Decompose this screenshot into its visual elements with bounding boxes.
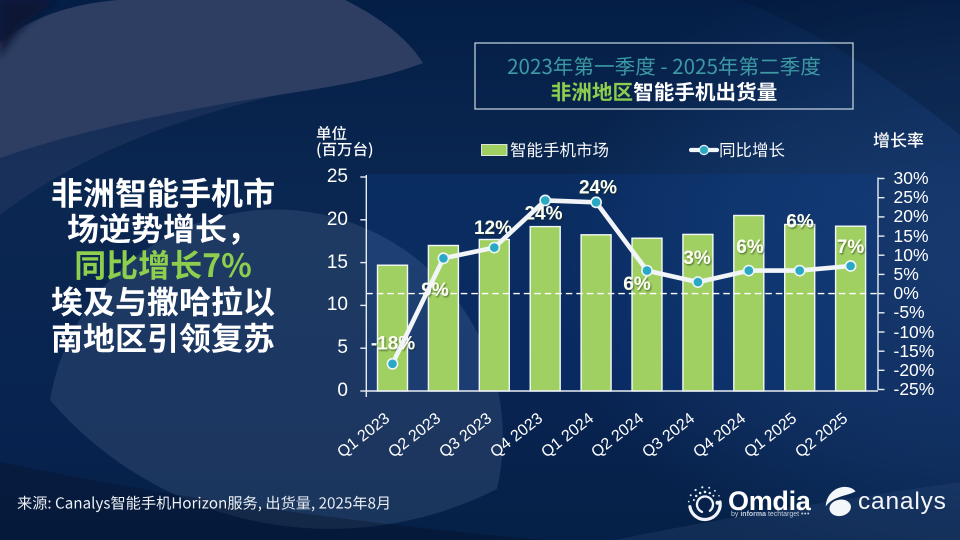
svg-text:-18%: -18% [371,333,415,354]
svg-text:6%: 6% [786,211,814,232]
svg-text:6%: 6% [736,237,764,258]
svg-text:12%: 12% [474,218,512,239]
svg-text:6%: 6% [623,274,651,295]
svg-text:24%: 24% [579,177,617,198]
svg-text:7%: 7% [837,237,865,258]
svg-text:3%: 3% [683,248,711,269]
